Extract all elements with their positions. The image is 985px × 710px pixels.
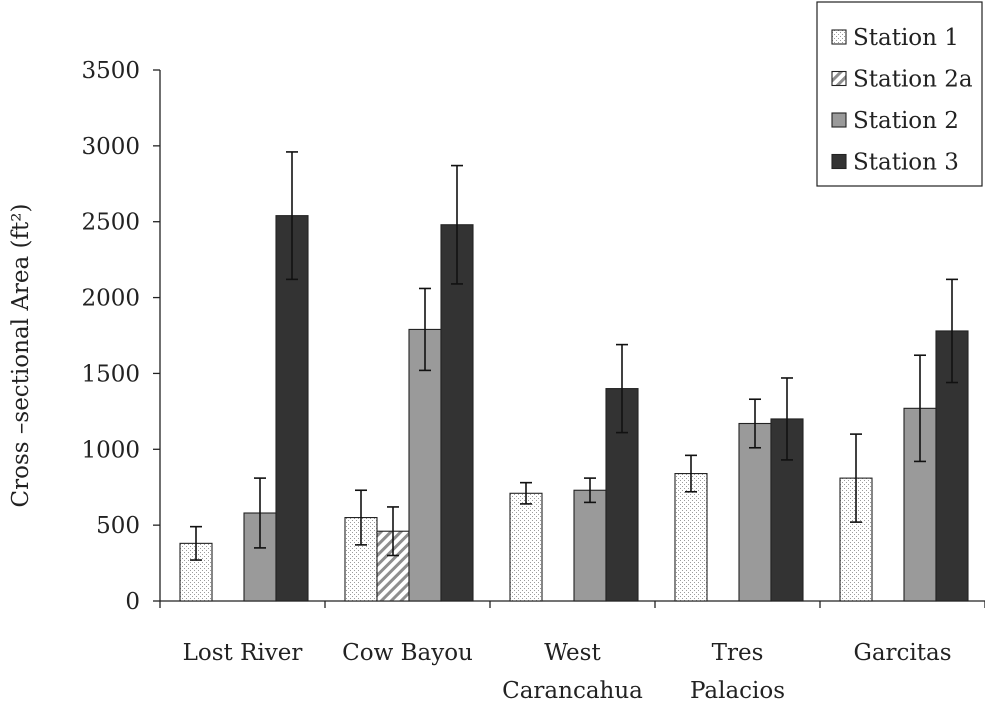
legend-swatch (831, 29, 847, 45)
legend-swatch (831, 153, 847, 170)
y-tick-label: 0 (125, 589, 140, 615)
legend-swatch (831, 70, 847, 87)
y-tick-label: 3500 (81, 58, 140, 84)
y-tick-label: 1000 (81, 437, 140, 463)
x-category-label: Lost River (183, 640, 303, 666)
bar (509, 492, 543, 602)
bar (605, 388, 639, 602)
bar (408, 328, 442, 602)
y-tick-label: 3000 (81, 134, 140, 160)
bar (573, 489, 607, 602)
bar (738, 422, 772, 602)
x-category-label: Cow Bayou (342, 640, 473, 666)
y-tick-label: 2500 (81, 210, 140, 236)
y-tick-label: 500 (96, 513, 140, 539)
x-category-label: West (544, 640, 601, 666)
legend-label: Station 1 (853, 25, 959, 51)
legend-label: Station 3 (853, 150, 959, 176)
legend-label: Station 2 (853, 108, 959, 134)
bar (674, 473, 708, 602)
x-category-label: Carancahua (502, 678, 643, 704)
y-axis-title: Cross –sectional Area (ft²) (8, 204, 34, 508)
x-category-label: Palacios (690, 678, 785, 704)
y-tick-label: 2000 (81, 286, 140, 312)
legend-label: Station 2a (853, 67, 973, 93)
y-tick-label: 1500 (81, 361, 140, 387)
x-category-label: Garcitas (853, 640, 951, 666)
bar (440, 224, 474, 602)
legend-swatch (831, 112, 847, 128)
x-category-label: Tres (712, 640, 764, 666)
